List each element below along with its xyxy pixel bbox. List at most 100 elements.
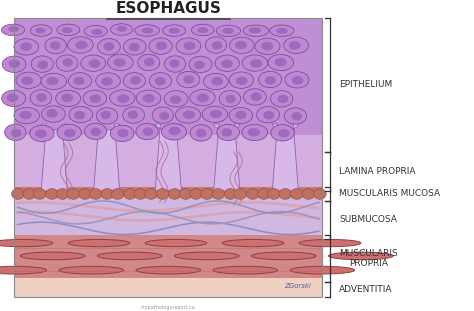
Ellipse shape xyxy=(0,266,46,274)
Ellipse shape xyxy=(211,77,223,86)
Ellipse shape xyxy=(7,93,18,102)
Ellipse shape xyxy=(196,129,207,137)
Ellipse shape xyxy=(56,90,81,107)
Ellipse shape xyxy=(89,59,100,68)
Ellipse shape xyxy=(170,95,182,104)
Ellipse shape xyxy=(90,95,101,103)
Bar xyxy=(14,18,322,152)
Ellipse shape xyxy=(117,95,129,103)
Polygon shape xyxy=(272,124,299,191)
Ellipse shape xyxy=(79,189,91,199)
Ellipse shape xyxy=(278,95,288,103)
Ellipse shape xyxy=(110,24,133,35)
Ellipse shape xyxy=(103,42,114,51)
Ellipse shape xyxy=(152,107,173,123)
Ellipse shape xyxy=(302,189,315,199)
Ellipse shape xyxy=(197,94,209,102)
Ellipse shape xyxy=(250,59,263,68)
Ellipse shape xyxy=(145,189,157,199)
Ellipse shape xyxy=(98,39,120,55)
Ellipse shape xyxy=(256,107,280,123)
Ellipse shape xyxy=(89,189,102,199)
Ellipse shape xyxy=(156,189,169,199)
Ellipse shape xyxy=(20,252,85,260)
Ellipse shape xyxy=(96,73,120,89)
Ellipse shape xyxy=(155,77,166,86)
Ellipse shape xyxy=(41,73,66,90)
Ellipse shape xyxy=(23,189,36,199)
Ellipse shape xyxy=(201,189,213,199)
Ellipse shape xyxy=(109,90,135,106)
Ellipse shape xyxy=(9,59,20,68)
Ellipse shape xyxy=(1,90,26,107)
Ellipse shape xyxy=(123,39,146,55)
Ellipse shape xyxy=(175,107,201,123)
Text: mypathologyreport.ca: mypathologyreport.ca xyxy=(141,305,196,310)
Ellipse shape xyxy=(31,56,54,72)
Ellipse shape xyxy=(156,41,167,50)
Ellipse shape xyxy=(190,125,212,141)
Ellipse shape xyxy=(183,42,195,50)
Ellipse shape xyxy=(1,24,25,36)
Ellipse shape xyxy=(0,239,53,247)
Ellipse shape xyxy=(164,56,186,72)
Ellipse shape xyxy=(203,73,228,90)
Ellipse shape xyxy=(224,189,237,199)
Text: EPITHELIUM: EPITHELIUM xyxy=(339,80,392,89)
Ellipse shape xyxy=(5,124,26,141)
Ellipse shape xyxy=(270,25,294,36)
Ellipse shape xyxy=(190,189,202,199)
Ellipse shape xyxy=(113,58,126,67)
Ellipse shape xyxy=(276,28,288,34)
Ellipse shape xyxy=(292,112,302,121)
Ellipse shape xyxy=(56,55,78,71)
Ellipse shape xyxy=(81,55,106,71)
Ellipse shape xyxy=(83,90,107,106)
Ellipse shape xyxy=(235,111,246,119)
Ellipse shape xyxy=(219,91,241,107)
Ellipse shape xyxy=(212,41,222,50)
Ellipse shape xyxy=(134,189,147,199)
Ellipse shape xyxy=(263,111,274,119)
Ellipse shape xyxy=(68,239,130,247)
Ellipse shape xyxy=(176,38,201,54)
Ellipse shape xyxy=(124,189,137,199)
Ellipse shape xyxy=(64,129,76,137)
Ellipse shape xyxy=(169,28,180,34)
Ellipse shape xyxy=(63,58,73,67)
Ellipse shape xyxy=(183,75,194,84)
Ellipse shape xyxy=(169,59,180,68)
Ellipse shape xyxy=(138,54,160,71)
Ellipse shape xyxy=(183,110,195,119)
Ellipse shape xyxy=(278,129,290,137)
Text: SUBMUCOSA: SUBMUCOSA xyxy=(339,215,397,224)
Ellipse shape xyxy=(242,55,268,71)
Ellipse shape xyxy=(59,266,124,274)
Ellipse shape xyxy=(251,252,316,260)
Ellipse shape xyxy=(42,106,65,122)
Ellipse shape xyxy=(257,189,270,199)
Ellipse shape xyxy=(68,37,93,53)
Ellipse shape xyxy=(11,129,21,137)
Ellipse shape xyxy=(30,125,54,142)
Ellipse shape xyxy=(67,189,80,199)
Ellipse shape xyxy=(123,73,146,89)
Ellipse shape xyxy=(221,128,232,137)
Ellipse shape xyxy=(274,58,287,66)
Ellipse shape xyxy=(129,43,140,51)
Ellipse shape xyxy=(8,26,19,32)
Ellipse shape xyxy=(100,111,111,119)
Ellipse shape xyxy=(142,28,154,34)
Ellipse shape xyxy=(110,125,134,142)
Ellipse shape xyxy=(202,106,228,123)
Ellipse shape xyxy=(222,28,234,34)
Ellipse shape xyxy=(236,77,248,85)
Ellipse shape xyxy=(11,189,24,199)
Ellipse shape xyxy=(247,128,260,137)
Ellipse shape xyxy=(244,89,266,105)
Ellipse shape xyxy=(46,189,58,199)
Ellipse shape xyxy=(279,189,292,199)
Bar xyxy=(14,195,322,239)
Ellipse shape xyxy=(130,76,141,85)
Bar xyxy=(14,135,322,191)
